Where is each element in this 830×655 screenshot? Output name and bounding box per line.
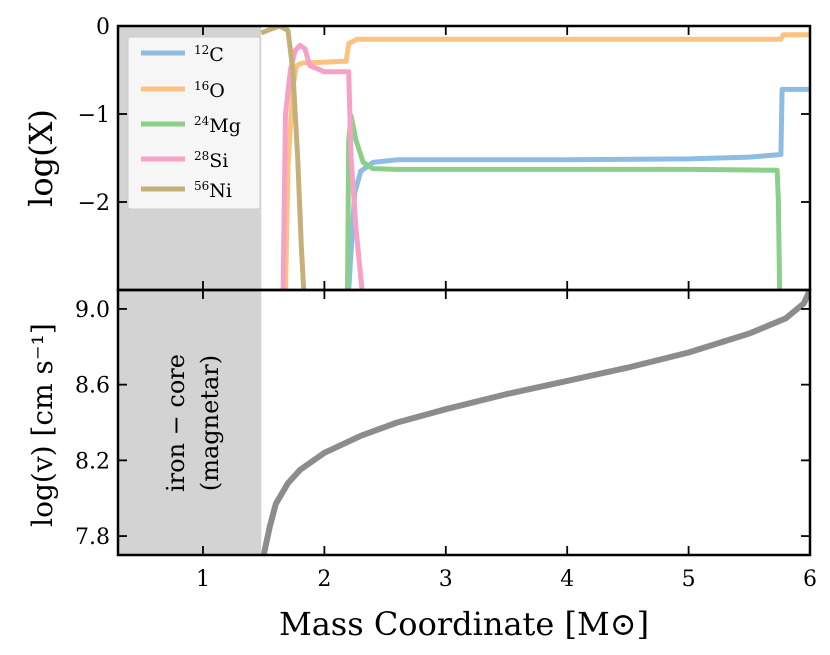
x-tick-label: 2 [317, 567, 331, 592]
iron-core-annotation-line2: (magnetar) [196, 355, 224, 491]
svg-text:56Ni: 56Ni [194, 179, 232, 202]
top-y-ticks: 0 −1 −2 [78, 15, 811, 290]
bottom-axes-frame [116, 288, 812, 557]
svg-text:28Si: 28Si [194, 149, 228, 172]
top-y-axis-label: log(X) [22, 109, 60, 207]
legend-item-56ni: 56Ni [141, 179, 232, 202]
x-axis-label: Mass Coordinate [M⊙] [279, 605, 649, 643]
velocity-panel: 7.8 8.2 8.6 9.0 1 2 3 4 5 6 log(v) [cm s⁻¹] Mass … [26, 290, 817, 643]
legend-item-24mg: 24Mg [141, 114, 241, 137]
svg-text:24Mg: 24Mg [194, 114, 241, 137]
series-line-24mg [345, 113, 783, 290]
abundance-series-group [260, 26, 810, 290]
svg-text:12C: 12C [194, 43, 224, 66]
velocity-y-tick-label: 9.0 [75, 298, 110, 323]
x-tick-label: 3 [439, 567, 453, 592]
x-tick-label: 1 [196, 567, 210, 592]
velocity-y-tick-label: 7.8 [75, 525, 110, 550]
abundance-y-tick-label: −2 [78, 191, 110, 216]
svg-text:16O: 16O [194, 79, 225, 102]
series-line-28si [280, 42, 365, 290]
legend-item-12c: 12C [141, 43, 224, 66]
series-line-56ni [260, 26, 307, 290]
legend-item-16o: 16O [141, 79, 225, 102]
legend: 12C 16O 24Mg 28Si 56Ni [127, 36, 261, 210]
bottom-y-axis-label: log(v) [cm s⁻¹] [26, 323, 59, 527]
x-tick-label: 4 [560, 567, 574, 592]
abundance-y-tick-label: 0 [96, 15, 110, 40]
velocity-y-tick-label: 8.2 [75, 449, 110, 474]
series-line-velocity [260, 290, 810, 555]
velocity-series-group [260, 290, 810, 555]
iron-core-annotation-line1: iron − core [162, 354, 190, 492]
legend-item-28si: 28Si [141, 149, 228, 172]
abundance-y-tick-label: −1 [78, 103, 110, 128]
abundance-panel: 0 −1 −2 log(X) 12C 16O 24Mg 28Si [22, 15, 811, 290]
series-line-12c [346, 86, 810, 290]
velocity-y-tick-label: 8.6 [75, 374, 110, 399]
bottom-axis-ticks: 7.8 8.2 8.6 9.0 1 2 3 4 5 6 [75, 290, 817, 592]
iron-core-shaded-region-bottom [118, 290, 262, 555]
x-tick-label: 6 [803, 567, 817, 592]
x-tick-label: 5 [682, 567, 696, 592]
